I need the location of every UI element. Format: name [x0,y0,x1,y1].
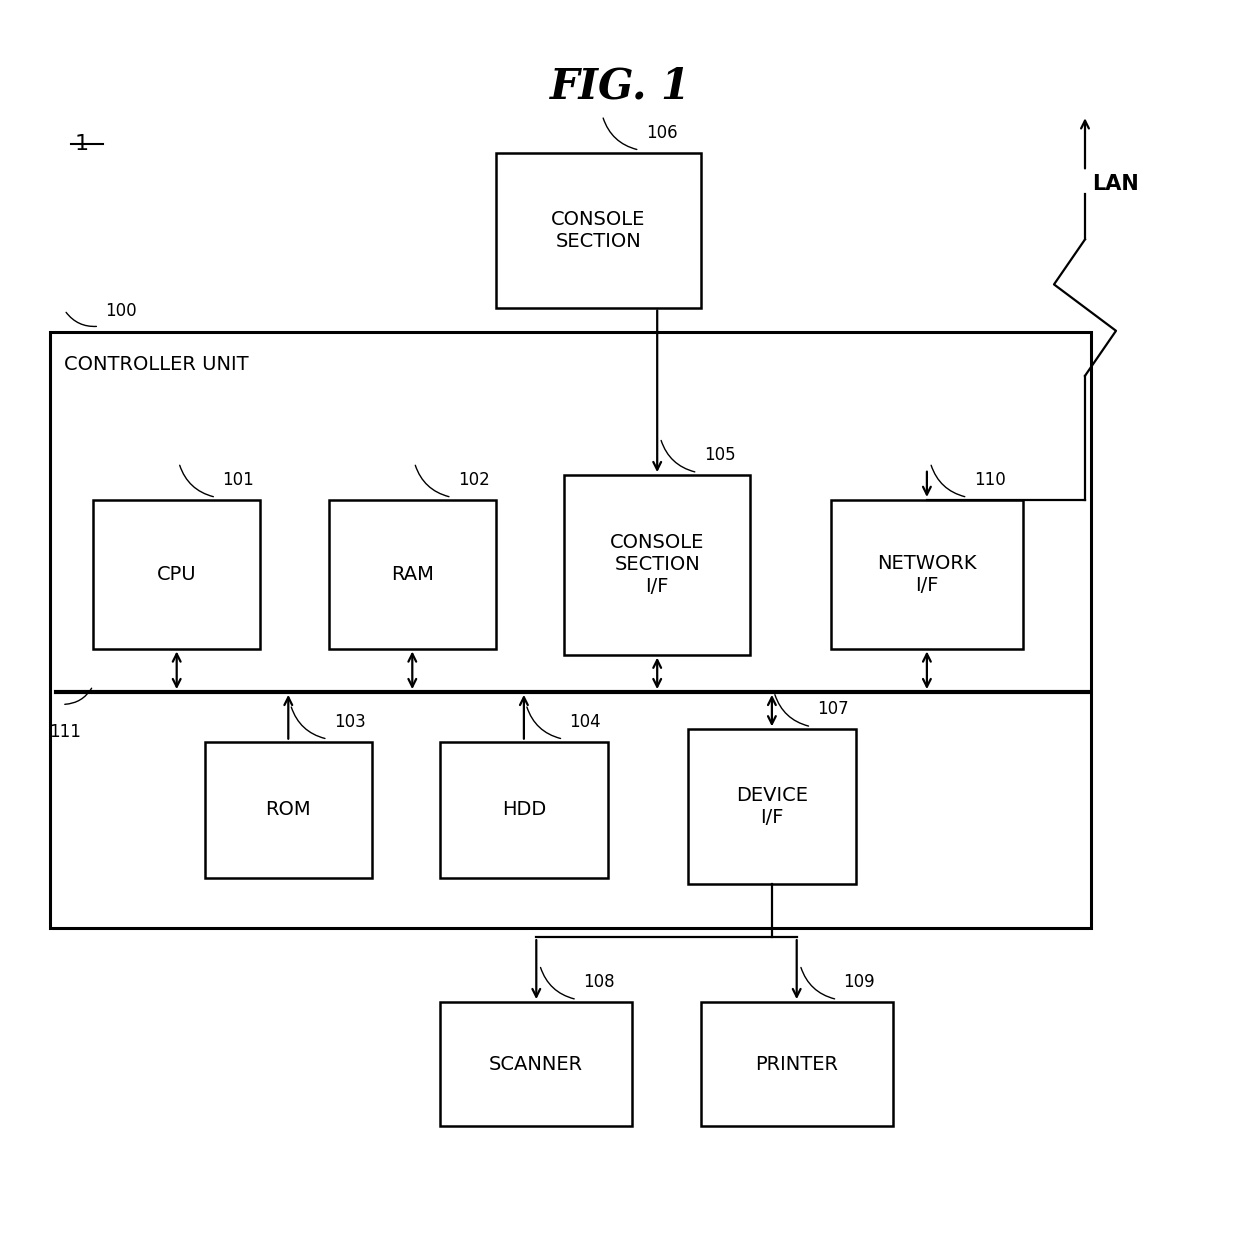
Text: 110: 110 [973,471,1006,489]
Bar [440,742,608,878]
Text: 109: 109 [843,973,875,992]
Text: 104: 104 [569,713,601,731]
Bar [831,500,1023,649]
Text: PRINTER: PRINTER [755,1055,838,1074]
Text: 1: 1 [74,134,88,154]
Text: HDD: HDD [502,800,546,819]
Text: LAN: LAN [1092,174,1140,194]
Text: 111: 111 [50,723,82,741]
Text: 103: 103 [334,713,366,731]
Bar [205,742,372,878]
Text: FIG. 1: FIG. 1 [549,66,691,108]
Text: 108: 108 [583,973,615,992]
Bar [329,500,496,649]
Bar [496,152,701,307]
Text: 105: 105 [704,446,735,464]
Text: 101: 101 [222,471,254,489]
Text: CONTROLLER UNIT: CONTROLLER UNIT [64,355,249,374]
Text: 102: 102 [458,471,490,489]
Text: SCANNER: SCANNER [490,1055,583,1074]
Text: CONSOLE
SECTION
I/F: CONSOLE SECTION I/F [610,533,704,596]
Bar [440,1002,632,1126]
Text: 100: 100 [105,302,138,320]
Text: CONSOLE
SECTION: CONSOLE SECTION [551,209,646,251]
Bar [50,333,1091,927]
Text: ROM: ROM [265,800,311,819]
Bar [564,475,750,655]
Text: 106: 106 [646,123,677,142]
Bar [688,730,856,885]
Bar [701,1002,893,1126]
Text: RAM: RAM [391,564,434,583]
Text: CPU: CPU [157,564,196,583]
Text: DEVICE
I/F: DEVICE I/F [735,786,808,828]
Text: 107: 107 [817,701,849,718]
Text: NETWORK
I/F: NETWORK I/F [877,553,977,595]
Bar [93,500,260,649]
